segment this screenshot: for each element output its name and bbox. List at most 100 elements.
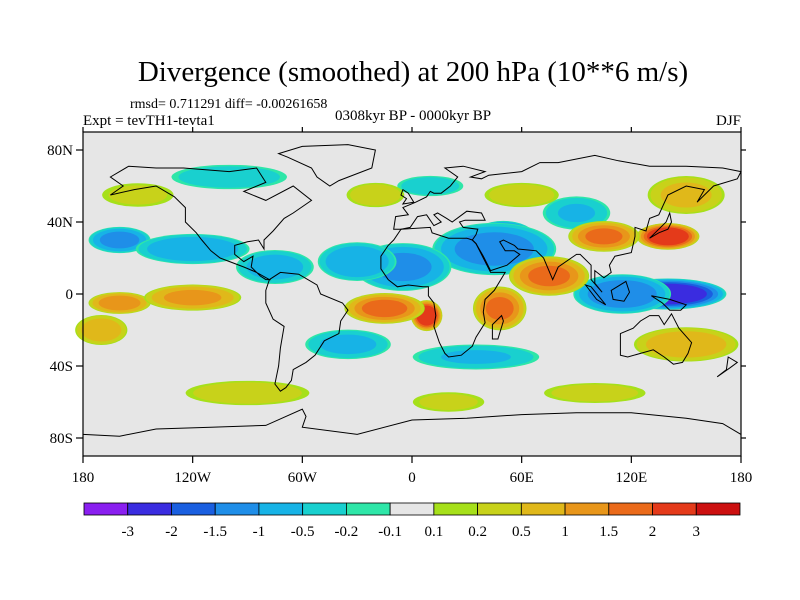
colorbar-swatch (302, 502, 347, 516)
map-axes: 180 120W 60W 0 60E 120E 180 80N 40N 0 40S 80S (47, 127, 752, 486)
coast-japan (649, 211, 673, 239)
chart-title: Divergence (smoothed) at 200 hPa (10**6 … (138, 56, 688, 88)
contour-feature (75, 314, 128, 346)
season-label: DJF (716, 113, 741, 129)
contour-feature (473, 286, 527, 331)
y-tick-label: 40S (50, 359, 73, 375)
contour-level (325, 246, 389, 278)
colorbar-swatch (389, 502, 435, 516)
contour-feature (236, 249, 314, 285)
contour-level (489, 184, 555, 206)
contour-feature (344, 293, 425, 324)
colorbar-swatch (652, 502, 697, 516)
x-tick-label: 60E (510, 470, 534, 486)
contour-level (147, 236, 239, 262)
contour-feature (354, 243, 452, 291)
contour-feature (633, 327, 739, 362)
period-label: 0308kyr BP - 0000kyr BP (335, 108, 491, 124)
colorbar-swatch (564, 502, 610, 516)
stats-text: rmsd= 0.711291 diff= -0.00261658 (130, 97, 327, 112)
coast-australia (619, 312, 693, 365)
coast-uk (400, 188, 415, 205)
contour-feature (568, 221, 640, 252)
contour-feature (346, 182, 405, 208)
colorbar: -3 -2 -1.5 -1 -0.5 -0.2 -0.1 0.1 0.2 0.5 1 1.5 2 3 (83, 502, 741, 540)
colorbar-label: -1 (253, 524, 266, 540)
contour-level (587, 280, 657, 308)
coastlines (82, 144, 742, 437)
colorbar-label: -0.5 (291, 524, 315, 540)
contour-feature (317, 242, 397, 281)
contour-level (645, 331, 727, 358)
experiment-label: Expt = tevTH1-tevta1 (83, 113, 215, 129)
colorbar-label: -1.5 (203, 524, 227, 540)
contour-feature (508, 256, 590, 296)
x-tick-label: 0 (408, 470, 416, 486)
x-tick-label: 180 (730, 470, 753, 486)
y-tick-label: 40N (47, 215, 73, 231)
colorbar-label: -2 (165, 524, 178, 540)
x-tick-label: 180 (72, 470, 95, 486)
x-tick-label: 120W (174, 470, 212, 486)
contour-level (528, 265, 571, 287)
contour-level (485, 296, 514, 320)
contour-level (108, 185, 168, 205)
colorbar-label: 0.2 (468, 524, 487, 540)
colorbar-swatch (214, 502, 260, 516)
colorbar-swatch (171, 502, 216, 516)
colorbar-label: -0.1 (378, 524, 402, 540)
colorbar-swatch (83, 502, 129, 516)
contour-level (163, 289, 222, 306)
x-tick-label: 60W (288, 470, 318, 486)
colorbar-label: -3 (121, 524, 134, 540)
colorbar-label: -0.2 (335, 524, 359, 540)
contour-feature (412, 392, 485, 412)
colorbar-label: 2 (649, 524, 657, 540)
contour-feature (88, 226, 151, 254)
contour-level (441, 350, 511, 364)
colorbar-label: 1 (561, 524, 569, 540)
y-tick-label: 80N (47, 143, 73, 159)
colorbar-label: 0.5 (512, 524, 531, 540)
y-tick-label: 0 (66, 287, 74, 303)
contour-feature (185, 380, 310, 406)
contour-feature (542, 196, 611, 230)
contour-level (350, 184, 401, 206)
contour-fields (75, 164, 739, 412)
coast-madagascar (491, 314, 504, 340)
coast-greenland (277, 144, 376, 187)
colorbar-swatch (520, 502, 566, 516)
colorbar-label: 3 (693, 524, 701, 540)
contour-level (557, 203, 596, 223)
contour-feature (647, 176, 725, 214)
coast-borneo (610, 280, 631, 302)
contour-level (419, 393, 478, 411)
contour-feature (636, 223, 700, 250)
coast-new-guinea (651, 295, 688, 311)
coast-sumatra (584, 284, 607, 306)
contour-feature (397, 175, 464, 197)
colorbar-label: 1.5 (599, 524, 618, 540)
contour-level (178, 166, 280, 188)
colorbar-swatch (695, 502, 741, 516)
y-tick-label: 80S (50, 431, 73, 447)
contour-feature (88, 292, 151, 314)
coast-south-america (265, 271, 349, 392)
contour-feature (144, 284, 242, 311)
contour-feature (484, 182, 559, 208)
coast-europe-africa (393, 154, 742, 293)
contour-level (319, 334, 377, 355)
colorbar-swatch (608, 502, 653, 516)
divergence-map (75, 131, 742, 457)
contour-feature (573, 274, 672, 314)
colorbar-swatch (477, 502, 522, 516)
contour-level (99, 231, 140, 249)
colorbar-swatch (258, 502, 304, 516)
contour-level (98, 295, 141, 311)
contour-level (585, 228, 623, 245)
contour-level (81, 318, 122, 342)
contour-feature (135, 233, 250, 265)
contour-feature (305, 329, 391, 360)
colorbar-swatch (433, 502, 479, 516)
